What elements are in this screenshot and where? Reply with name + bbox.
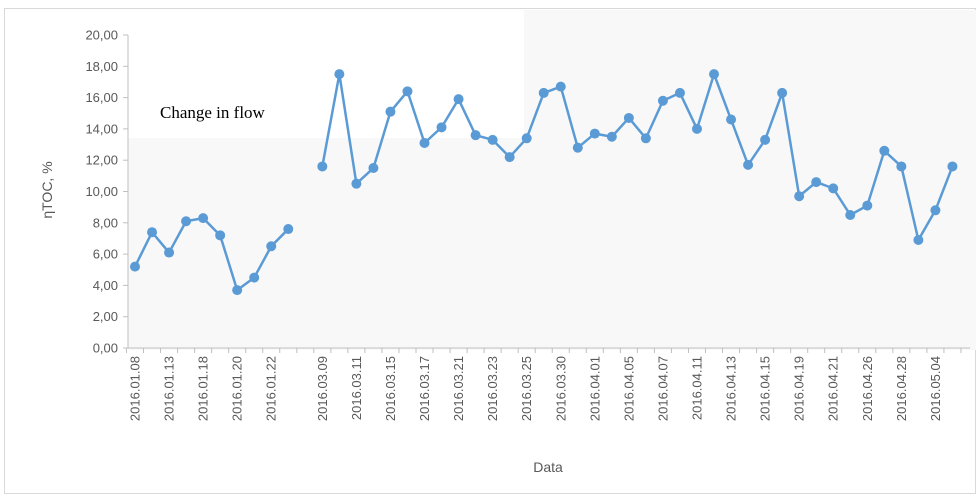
- x-axis-ticks: [125, 348, 962, 353]
- annotation-change-in-flow: Change in flow: [160, 103, 266, 122]
- plot-area-highlight: [128, 10, 524, 138]
- data-point: [504, 152, 515, 163]
- data-point: [130, 261, 140, 272]
- data-point: [249, 272, 260, 283]
- data-point: [811, 177, 822, 188]
- data-point: [691, 123, 702, 134]
- data-point: [164, 247, 175, 258]
- x-tick-label: 2016.03.09: [315, 356, 330, 421]
- data-point: [606, 131, 617, 142]
- x-tick-label: 2016.04.15: [758, 356, 773, 421]
- data-point: [947, 161, 958, 172]
- data-point: [896, 161, 907, 172]
- y-tick-label: 18,00: [85, 59, 118, 74]
- x-tick-label: 2016.03.23: [485, 356, 500, 421]
- x-tick-label: 2016.04.21: [826, 356, 841, 421]
- data-point: [232, 285, 243, 296]
- y-axis-ticks: 0,00 2,00 4,00 6,00 8,00 10,00 12,00 14,00 16,00…: [85, 28, 128, 356]
- x-tick-label: 2016.04.05: [621, 356, 636, 421]
- x-axis-title: Data: [533, 459, 563, 475]
- x-tick-label: 2016.04.01: [587, 356, 602, 421]
- data-point: [640, 133, 651, 144]
- x-tick-label: 2016.03.30: [553, 356, 568, 421]
- y-tick-label: 12,00: [85, 153, 118, 168]
- x-tick-label: 2016.05.04: [928, 356, 943, 421]
- data-point: [930, 205, 941, 216]
- data-point: [385, 106, 396, 117]
- data-point: [589, 128, 600, 139]
- y-tick-label: 10,00: [85, 184, 118, 199]
- x-tick-label: 2016.04.28: [894, 356, 909, 421]
- y-tick-label: 14,00: [85, 121, 118, 136]
- data-point: [368, 163, 379, 174]
- data-point: [572, 142, 583, 153]
- data-point: [266, 241, 277, 252]
- data-point: [777, 87, 788, 98]
- x-tick-label: 2016.04.11: [689, 356, 704, 420]
- x-axis-tick-labels: 2016.01.08 2016.01.13 2016.01.18 2016.01.20…: [128, 356, 943, 421]
- x-tick-label: 2016.01.22: [264, 356, 279, 421]
- data-point: [555, 81, 566, 92]
- data-point: [181, 216, 192, 227]
- data-point: [623, 112, 634, 123]
- data-point: [453, 94, 464, 105]
- y-tick-label: 4,00: [93, 278, 118, 293]
- data-point: [351, 178, 362, 189]
- y-tick-label: 16,00: [85, 90, 118, 105]
- data-point: [147, 227, 158, 238]
- data-point: [726, 114, 737, 125]
- data-point: [845, 209, 856, 220]
- data-point: [794, 191, 805, 202]
- data-point: [760, 134, 771, 145]
- x-tick-label: 2016.04.13: [724, 356, 739, 421]
- x-tick-label: 2016.03.21: [451, 356, 466, 421]
- data-point: [487, 134, 498, 145]
- series-line: [321, 72, 954, 242]
- x-tick-label: 2016.03.25: [519, 356, 534, 421]
- data-point: [674, 87, 685, 98]
- x-tick-label: 2016.03.15: [383, 356, 398, 421]
- series-group: [130, 69, 958, 296]
- data-point: [470, 130, 481, 141]
- data-point: [862, 200, 873, 211]
- data-point: [743, 159, 754, 170]
- data-point: [317, 161, 328, 172]
- data-point: [334, 69, 345, 80]
- y-tick-label: 6,00: [93, 247, 118, 262]
- data-point: [198, 213, 209, 224]
- x-tick-label: 2016.03.17: [417, 356, 432, 421]
- x-tick-label: 2016.01.18: [196, 356, 211, 421]
- x-tick-label: 2016.01.13: [162, 356, 177, 421]
- data-point: [402, 86, 413, 97]
- x-tick-label: 2016.01.20: [230, 356, 245, 421]
- data-point: [283, 224, 294, 235]
- data-point: [419, 137, 430, 148]
- data-point: [436, 122, 447, 133]
- series-line: [133, 216, 290, 292]
- data-point: [521, 133, 532, 144]
- data-point: [657, 95, 668, 106]
- x-tick-label: 2016.03.11: [349, 356, 364, 420]
- x-tick-label: 2016.04.26: [860, 356, 875, 421]
- y-tick-label: 20,00: [85, 28, 118, 43]
- y-axis-title: ηTOC, %: [39, 161, 55, 218]
- x-tick-label: 2016.04.07: [655, 356, 670, 421]
- data-point: [913, 235, 924, 246]
- data-point: [709, 69, 720, 80]
- data-point: [538, 87, 549, 98]
- x-tick-label: 2016.04.19: [792, 356, 807, 421]
- y-tick-label: 2,00: [93, 309, 118, 324]
- y-tick-label: 8,00: [93, 215, 118, 230]
- data-point: [215, 230, 226, 241]
- data-point: [828, 183, 839, 194]
- x-tick-label: 2016.01.08: [128, 356, 143, 421]
- data-point: [879, 145, 890, 156]
- y-tick-label: 0,00: [93, 341, 118, 356]
